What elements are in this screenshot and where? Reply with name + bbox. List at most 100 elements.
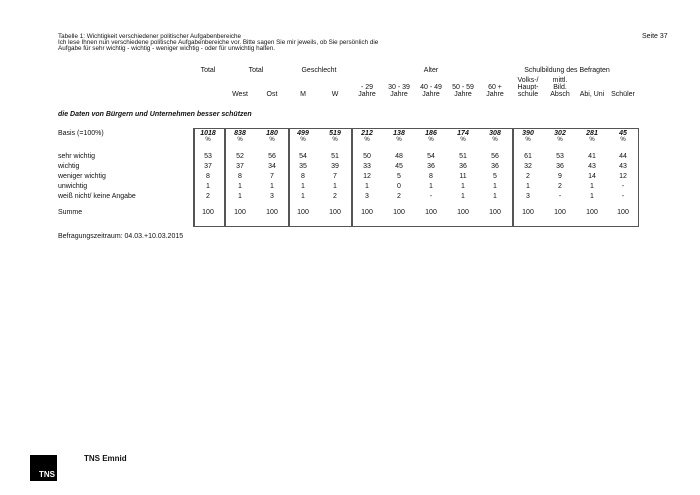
table-cell: 5 [493,173,497,180]
table-cell: 51 [331,153,339,160]
brand-name: TNS Emnid [84,454,127,463]
table-cell: 36 [427,163,435,170]
table-cell: - [429,193,433,200]
table-cell: 1 [493,183,497,190]
table-cell: 50 [363,153,371,160]
column-header [188,84,228,91]
page-number: Seite 37 [642,33,668,40]
table-cell: 100 [297,209,309,216]
table-cell: 14 [588,173,596,180]
column-header: 30 - 39 Jahre [388,84,410,98]
column-group-header: Alter [423,67,439,74]
table-cell: 3 [526,193,530,200]
table-cell: 0 [397,183,401,190]
table-cell: 8 [206,173,210,180]
table-cell: 43 [619,163,627,170]
column-group-header: Total [248,67,264,74]
table-cell: 2 [333,193,337,200]
basis-value: 281% [586,130,598,143]
column-header: West [232,91,248,98]
table-cell: 56 [491,153,499,160]
row-label: Summe [58,209,83,216]
row-label: weniger wichtig [58,173,106,180]
table-cell: 1 [238,193,242,200]
logo-text: TNS [39,470,55,479]
table-cell: 8 [429,173,433,180]
table-cell: 1 [461,193,465,200]
table-cell: 7 [333,173,337,180]
table-cell: 2 [397,193,401,200]
question-line-2: Aufgabe für sehr wichtig - wichtig - wen… [58,45,275,52]
basis-value: 390% [522,130,534,143]
table-cell: 1 [429,183,433,190]
tns-logo: TNS [30,455,57,481]
table-cell: 36 [459,163,467,170]
table-cell: 1 [493,193,497,200]
basis-label: Basis (=100%) [58,130,104,137]
table-cell: 8 [238,173,242,180]
table-cell: 39 [331,163,339,170]
table-cell: 56 [268,153,276,160]
table-cell: 1 [333,183,337,190]
column-divider [224,128,226,226]
table-cell: 5 [397,173,401,180]
basis-value: 186% [425,130,437,143]
table-cell: 12 [619,173,627,180]
table-cell: 1 [590,193,594,200]
table-cell: - [621,193,625,200]
table-cell: 11 [459,173,467,180]
basis-value: 138% [393,130,405,143]
column-header: mittl. Bild. Absch [550,77,570,98]
table-cell: 2 [526,173,530,180]
table-cell: 53 [556,153,564,160]
table-cell: 100 [202,209,214,216]
table-cell: 36 [556,163,564,170]
table-cell: 54 [427,153,435,160]
table-cell: 48 [395,153,403,160]
column-group-header: Total [200,67,216,74]
column-divider [351,128,353,226]
table-cell: 1 [365,183,369,190]
basis-value: 174% [457,130,469,143]
row-label: unwichtig [58,183,88,190]
column-header: Volks-/Haupt-schule [517,77,539,98]
column-group-header: Geschlecht [301,67,337,74]
column-header: - 29 Jahre [358,84,376,98]
table-cell: 34 [268,163,276,170]
column-header: Abi, Uni [579,91,605,98]
data-table-frame [193,128,639,227]
section-title: die Daten von Bürgern und Unternehmen be… [58,111,252,118]
column-header: W [331,91,339,98]
table-cell: 61 [524,153,532,160]
table-title: Tabelle 1: Wichtigkeit verschiedener pol… [58,33,242,40]
table-cell: 100 [361,209,373,216]
table-cell: 43 [588,163,596,170]
basis-value: 838% [234,130,246,143]
table-cell: - [558,193,562,200]
table-cell: 1 [526,183,530,190]
basis-value: 212% [361,130,373,143]
table-cell: 33 [363,163,371,170]
table-cell: 100 [425,209,437,216]
basis-value: 519% [329,130,341,143]
table-cell: 1 [301,193,305,200]
row-label: wichtig [58,163,80,170]
table-cell: 52 [236,153,244,160]
table-cell: 100 [329,209,341,216]
column-group-header: Schulbildung des Befragten [524,67,610,74]
table-cell: 54 [299,153,307,160]
table-cell: 100 [234,209,246,216]
table-cell: 2 [558,183,562,190]
table-cell: 100 [522,209,534,216]
table-cell: 9 [558,173,562,180]
table-cell: 51 [459,153,467,160]
column-header: Schüler [611,91,635,98]
table-cell: 37 [236,163,244,170]
table-cell: 41 [588,153,596,160]
basis-value: 302% [554,130,566,143]
table-cell: 45 [395,163,403,170]
table-cell: 35 [299,163,307,170]
table-cell: 32 [524,163,532,170]
survey-period: Befragungszeitraum: 04.03.+10.03.2015 [58,233,184,240]
